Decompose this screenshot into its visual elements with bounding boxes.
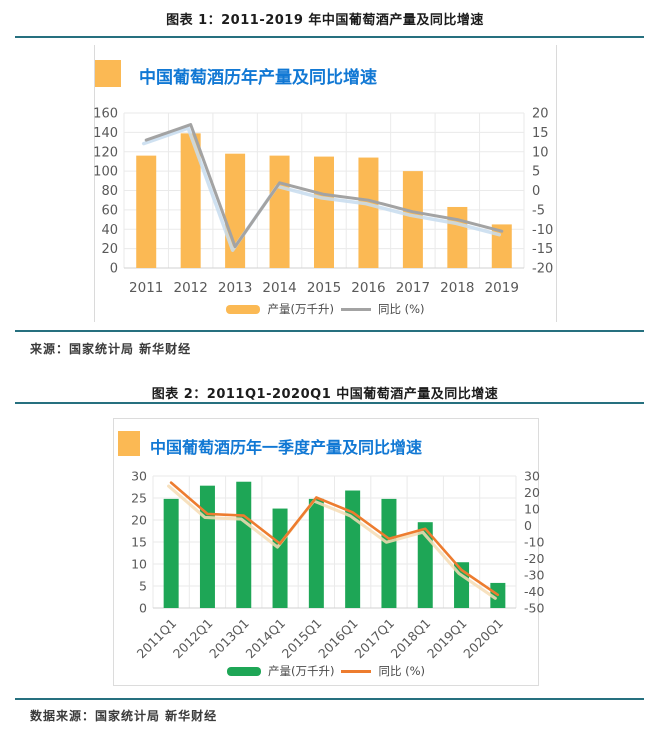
left-axis-tick: 5 (139, 579, 147, 594)
chart1-title: 中国葡萄酒历年产量及同比增速 (139, 68, 377, 88)
figure2-chart-card: 中国葡萄酒历年一季度产量及同比增速 0 5 10 15 20 25 30 30 20 10 0 -10… (113, 418, 544, 686)
left-axis-tick: 30 (131, 469, 147, 484)
left-axis-tick: 0 (110, 262, 118, 277)
x-axis-label: 2013 (218, 280, 252, 296)
bar (402, 171, 423, 268)
left-axis-tick: 15 (131, 535, 147, 550)
bar (136, 155, 157, 268)
left-axis-tick: 40 (101, 223, 118, 238)
yoy-line (169, 481, 500, 597)
orange-square-icon (118, 431, 140, 456)
legend-line-swatch-gray (340, 307, 371, 311)
yoy-line-shadow (167, 484, 497, 600)
right-axis-tick: 5 (532, 165, 540, 180)
bar (358, 157, 379, 268)
divider-top-1 (15, 36, 644, 38)
yoy-line (144, 123, 504, 249)
right-axis-tick: -5 (532, 203, 545, 218)
legend-bar-swatch-green (226, 666, 261, 676)
left-axis-tick: 20 (101, 242, 118, 257)
chart2-legend-line-label: 同比 (%) (378, 664, 426, 678)
bar (180, 133, 201, 268)
chart2-legend-bar-label: 产量(万千升) (267, 664, 335, 678)
x-axis-label: 2018 (440, 280, 474, 296)
figure2-caption: 图表 2：2011Q1-2020Q1 中国葡萄酒产量及同比增速 (151, 387, 499, 402)
right-axis-tick: -10 (532, 223, 553, 238)
bar (308, 498, 324, 608)
right-axis-tick: -50 (524, 601, 544, 616)
divider-bottom-2 (15, 698, 644, 700)
figure2-source: 数据来源：国家统计局 新华财经 (30, 709, 218, 723)
right-axis-tick: 0 (532, 184, 540, 199)
right-axis-tick: -30 (524, 568, 544, 583)
chart1-legend-line-label: 同比 (%) (377, 302, 425, 316)
left-axis-tick: 160 (93, 107, 118, 122)
bar (236, 481, 252, 608)
right-axis-tick: 0 (524, 518, 532, 533)
bar (345, 490, 361, 608)
left-axis-tick: 80 (101, 184, 118, 199)
x-axis-label: 2016 (351, 280, 385, 296)
right-axis-tick: -20 (524, 551, 544, 566)
left-axis-tick: 60 (101, 203, 118, 218)
figure1-source: 来源：国家统计局 新华财经 (30, 342, 192, 356)
left-axis-tick: 10 (131, 557, 147, 572)
chart1-legend-bar-label: 产量(万千升) (267, 302, 334, 316)
orange-square-icon (95, 60, 121, 87)
x-axis-label: 2015 (307, 280, 341, 296)
x-axis-label: 2017 (396, 280, 430, 296)
right-axis-tick: 15 (532, 126, 549, 141)
x-axis-label: 2011 (129, 280, 163, 296)
left-axis-tick: 20 (131, 513, 147, 528)
chart2-legend: 产量(万千升) 同比 (%) (114, 663, 538, 679)
left-axis-tick: 140 (93, 126, 118, 141)
left-axis-tick: 25 (131, 491, 147, 506)
right-axis-tick: 10 (532, 145, 549, 160)
bar (417, 522, 433, 608)
right-axis-tick: 10 (524, 502, 540, 517)
bar (272, 508, 288, 608)
right-axis-tick: -20 (532, 262, 553, 277)
legend-bar-swatch-orange (226, 304, 261, 314)
right-axis-tick: -40 (524, 584, 544, 599)
yoy-line-shadow (141, 126, 502, 252)
bar (447, 206, 468, 268)
bar (199, 485, 215, 608)
bar (269, 155, 290, 268)
x-axis-label: 2019 (485, 280, 519, 296)
divider-top-2 (15, 402, 644, 404)
left-axis-tick: 100 (93, 165, 118, 180)
chart1-legend: 产量(万千升) 同比 (%) (95, 301, 556, 317)
bar (225, 153, 246, 268)
bar (381, 498, 397, 608)
right-axis-tick: -15 (532, 242, 553, 257)
divider-bottom-1 (15, 330, 644, 332)
bar (314, 156, 334, 268)
x-axis-label: 2014 (262, 280, 296, 296)
left-axis-tick: 120 (93, 145, 118, 160)
right-axis-tick: -10 (524, 535, 544, 550)
right-axis-tick: 20 (532, 107, 549, 122)
chart2-title: 中国葡萄酒历年一季度产量及同比增速 (150, 438, 423, 457)
legend-line-swatch-orange (341, 669, 372, 673)
figure1-chart-card: 中国葡萄酒历年产量及同比增速 0 20 40 60 80 100 120 140 160 20 15… (93, 45, 557, 322)
right-axis-tick: 20 (524, 485, 540, 500)
bar (163, 498, 179, 608)
x-axis-label: 2012 (173, 280, 207, 296)
figure1-caption: 图表 1：2011-2019 年中国葡萄酒产量及同比增速 (166, 13, 484, 28)
x-axis-label: 2020Q1 (460, 616, 506, 662)
left-axis-tick: 0 (139, 601, 147, 616)
right-axis-tick: 30 (524, 469, 540, 484)
